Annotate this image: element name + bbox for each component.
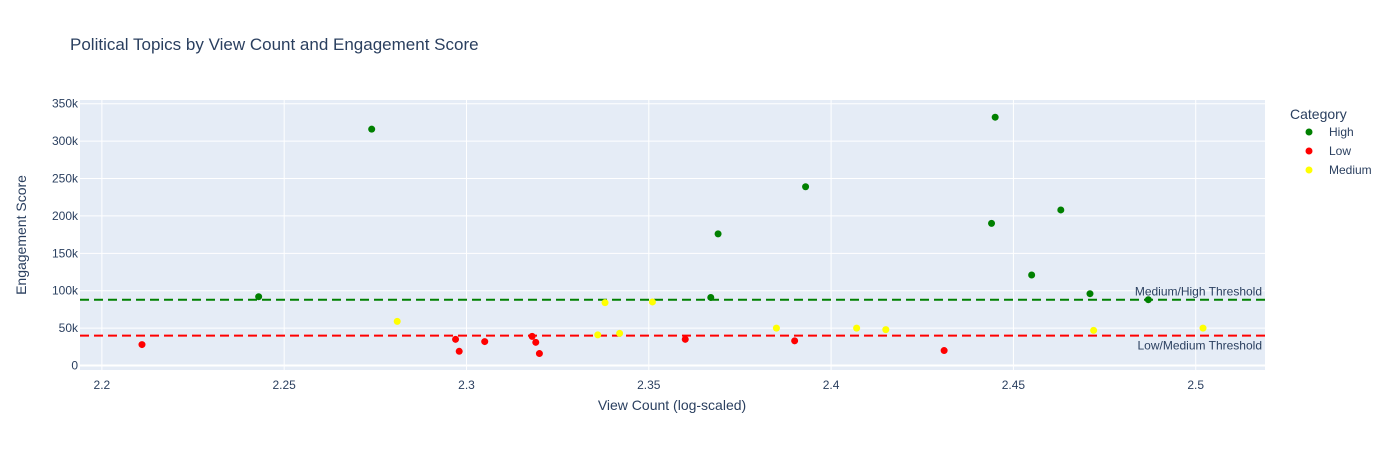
threshold-lines: Medium/High Threshold Low/Medium Threshol… bbox=[80, 285, 1265, 353]
data-point-medium bbox=[601, 299, 609, 307]
legend-marker-low bbox=[1305, 147, 1313, 155]
data-point-high bbox=[1028, 271, 1036, 279]
legend-label-low: Low bbox=[1329, 144, 1351, 158]
legend-marker-high bbox=[1305, 128, 1313, 136]
legend-title: Category bbox=[1290, 106, 1347, 122]
data-point-high bbox=[988, 219, 996, 227]
data-point-high bbox=[991, 113, 999, 121]
data-point-low bbox=[455, 347, 463, 355]
plot-area bbox=[80, 100, 1265, 370]
data-point-medium bbox=[882, 326, 890, 334]
data-point-medium bbox=[648, 298, 656, 306]
y-tick-label: 300k bbox=[52, 134, 79, 148]
x-tick-label: 2.5 bbox=[1187, 378, 1204, 392]
grid-lines bbox=[80, 100, 1265, 370]
chart-title: Political Topics by View Count and Engag… bbox=[70, 35, 479, 54]
data-point-high bbox=[1057, 206, 1065, 214]
x-tick-label: 2.35 bbox=[637, 378, 661, 392]
data-point-low bbox=[452, 335, 460, 343]
x-axis-title: View Count (log-scaled) bbox=[598, 397, 746, 413]
data-point-high bbox=[714, 230, 722, 238]
y-tick-label: 100k bbox=[52, 284, 79, 298]
data-point-low bbox=[528, 332, 536, 340]
y-tick-label: 350k bbox=[52, 97, 79, 111]
legend-marker-medium bbox=[1305, 166, 1313, 174]
data-points bbox=[138, 113, 1207, 358]
data-point-medium bbox=[772, 324, 780, 332]
legend-label-high: High bbox=[1329, 125, 1354, 139]
y-tick-label: 0 bbox=[71, 359, 78, 373]
y-axis-ticks: 0 50k 100k 150k 200k 250k 300k 350k bbox=[52, 97, 79, 373]
y-tick-label: 200k bbox=[52, 209, 79, 223]
data-point-low bbox=[532, 338, 540, 346]
legend-label-medium: Medium bbox=[1329, 163, 1372, 177]
data-point-low bbox=[940, 347, 948, 355]
x-tick-label: 2.3 bbox=[458, 378, 475, 392]
threshold-label: Medium/High Threshold bbox=[1135, 285, 1262, 299]
data-point-low bbox=[535, 350, 543, 358]
data-point-medium bbox=[616, 329, 624, 337]
data-point-medium bbox=[393, 317, 401, 325]
x-axis-ticks: 2.2 2.25 2.3 2.35 2.4 2.45 2.5 bbox=[94, 378, 1205, 392]
data-point-low bbox=[138, 341, 146, 349]
x-tick-label: 2.4 bbox=[823, 378, 840, 392]
data-point-high bbox=[707, 293, 715, 301]
data-point-high bbox=[255, 293, 263, 301]
data-point-high bbox=[802, 183, 810, 191]
y-axis-title: Engagement Score bbox=[13, 175, 29, 295]
y-tick-label: 50k bbox=[59, 321, 79, 335]
data-point-low bbox=[481, 338, 489, 346]
data-point-low bbox=[681, 335, 689, 343]
data-point-high bbox=[1144, 296, 1152, 304]
data-point-high bbox=[368, 125, 376, 133]
x-tick-label: 2.45 bbox=[1002, 378, 1026, 392]
data-point-medium bbox=[594, 331, 602, 339]
y-tick-label: 250k bbox=[52, 172, 79, 186]
legend: Category High Low Medium bbox=[1290, 106, 1372, 177]
y-tick-label: 150k bbox=[52, 246, 79, 260]
threshold-label: Low/Medium Threshold bbox=[1137, 339, 1262, 353]
data-point-medium bbox=[853, 324, 861, 332]
data-point-medium bbox=[1090, 326, 1098, 334]
x-tick-label: 2.25 bbox=[273, 378, 297, 392]
x-tick-label: 2.2 bbox=[94, 378, 111, 392]
data-point-high bbox=[1086, 290, 1094, 298]
data-point-low bbox=[791, 337, 799, 345]
data-point-medium bbox=[1199, 324, 1207, 332]
